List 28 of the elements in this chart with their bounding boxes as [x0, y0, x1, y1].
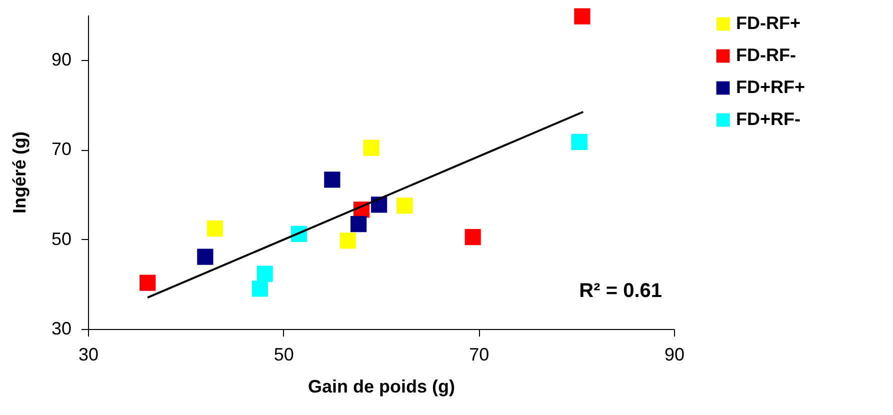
x-tick-label: 50 [274, 344, 294, 364]
y-tick-label: 70 [51, 139, 72, 160]
point [206, 220, 224, 237]
point [464, 228, 481, 246]
legend-label: FD-RF- [736, 45, 796, 65]
point [396, 198, 413, 214]
x-tick-label: 90 [664, 344, 685, 364]
y-tick-label: 50 [51, 228, 72, 249]
point [256, 266, 273, 282]
y-axis-title: Ingéré (g) [9, 131, 30, 214]
point [197, 248, 214, 265]
legend-label: FD-RF+ [736, 13, 800, 33]
point [140, 274, 156, 291]
x-axis-title: Gain de poids (g) [308, 376, 456, 396]
point [324, 172, 340, 188]
legend-label: FD+RF- [736, 109, 800, 129]
y-tick-label: 30 [51, 318, 72, 338]
point [571, 134, 588, 150]
x-tick-label: 30 [78, 344, 99, 364]
x-tick-label: 70 [469, 344, 490, 364]
legend-label: FD+RF+ [736, 77, 806, 97]
point [350, 216, 367, 232]
annotation: R² = 0.61 [579, 280, 662, 302]
point [252, 280, 268, 297]
point [574, 8, 590, 24]
point [363, 140, 380, 156]
point [340, 232, 356, 249]
y-tick-label: 90 [51, 49, 72, 70]
